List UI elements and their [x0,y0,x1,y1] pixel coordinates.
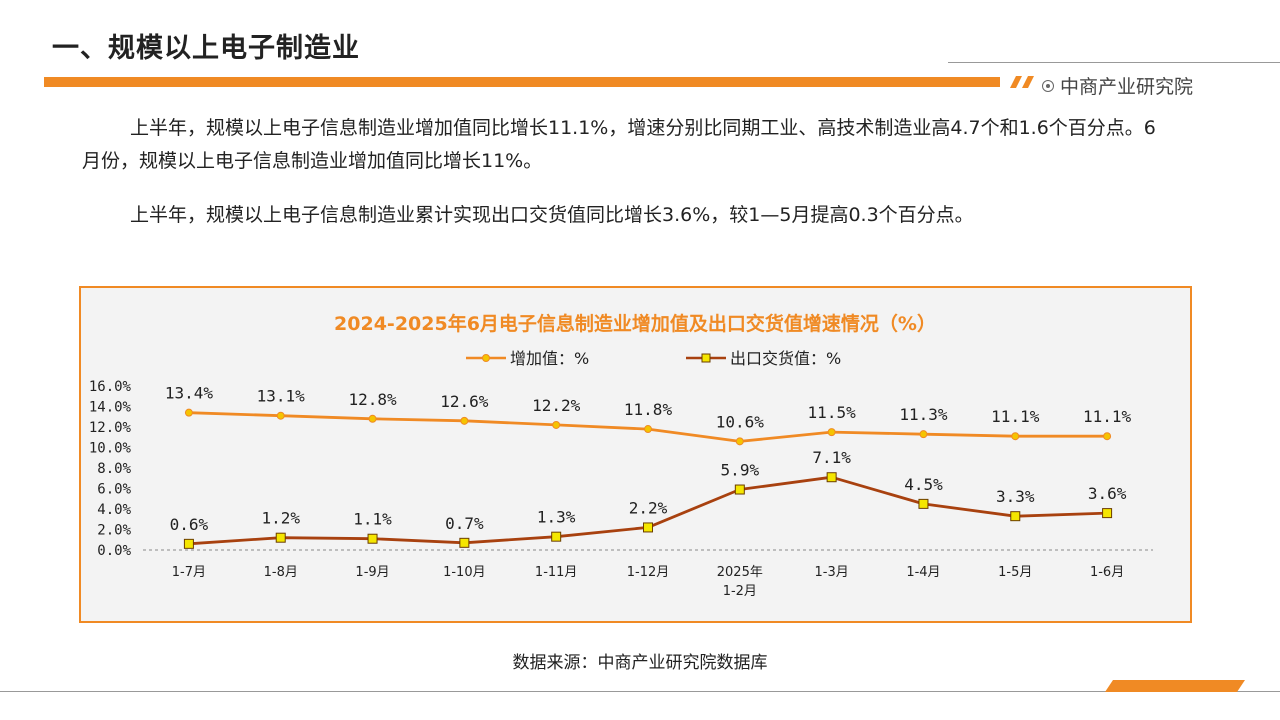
data-source: 数据来源：中商产业研究院数据库 [512,653,768,673]
target-icon [1042,80,1054,92]
data-point [826,472,837,483]
data-label: 0.6% [170,515,209,534]
data-label: 12.2% [532,396,581,415]
data-point [552,420,561,429]
footer-divider [0,691,1280,692]
footer-stripes-decoration [1105,680,1245,692]
y-tick-label: 12.0% [89,420,132,436]
data-point [919,430,928,439]
data-point [459,537,470,548]
data-label: 11.3% [899,405,948,424]
chart-container: 2024-2025年6月电子信息制造业增加值及出口交货值增速情况（%） 增加值：%… [79,286,1192,623]
x-tick-label: 2025年 [717,565,763,580]
line-chart: 2024-2025年6月电子信息制造业增加值及出口交货值增速情况（%） 增加值：%… [89,312,1153,599]
title-accent-bar [44,77,1000,87]
data-label: 12.8% [348,390,397,409]
data-point [1011,432,1020,441]
data-label: 13.4% [165,384,214,403]
stripes-decoration [1010,76,1034,88]
data-label: 11.8% [624,400,673,419]
data-label: 3.3% [996,487,1035,506]
paragraph-2: 上半年，规模以上电子信息制造业累计实现出口交货值同比增长3.6%，较1—5月提高… [130,204,974,226]
x-tick-label: 1-3月 [815,565,849,580]
x-tick-label: 1-2月 [723,584,757,599]
data-point [276,411,285,420]
data-point [275,532,286,543]
paragraph-1: 上半年，规模以上电子信息制造业增加值同比增长11.1%，增速分别比同期工业、高技… [82,117,1156,172]
data-label: 1.3% [537,508,576,527]
data-label: 3.6% [1088,484,1127,503]
data-point [827,428,836,437]
data-label: 10.6% [716,412,765,431]
page-title: 一、规模以上电子制造业 [52,33,360,64]
header-divider [948,62,1280,63]
data-point [184,408,193,417]
chart-title: 2024-2025年6月电子信息制造业增加值及出口交货值增速情况（%） [334,312,936,335]
data-label: 2.2% [629,498,668,517]
data-point [368,414,377,423]
data-point [1010,511,1021,522]
x-tick-label: 1-8月 [264,565,298,580]
data-label: 11.1% [1083,407,1132,426]
x-tick-label: 1-6月 [1090,565,1124,580]
y-tick-label: 6.0% [97,482,131,498]
data-label: 4.5% [904,475,943,494]
data-point [183,538,194,549]
data-label: 5.9% [721,461,760,480]
data-point [1102,508,1113,519]
data-point [551,531,562,542]
data-point [644,425,652,434]
data-point [1103,432,1112,441]
x-tick-label: 1-11月 [535,565,578,580]
data-label: 7.1% [812,448,851,467]
legend-label-1: 增加值：% [510,349,589,368]
x-tick-label: 1-7月 [172,565,206,580]
x-tick-label: 1-9月 [355,565,389,580]
legend-label-2: 出口交货值：% [730,349,841,368]
y-tick-label: 16.0% [89,379,132,395]
y-tick-label: 0.0% [97,543,131,559]
legend-marker-2 [701,353,711,363]
data-label: 13.1% [257,387,306,406]
data-point [918,498,929,509]
data-label: 11.5% [808,403,857,422]
data-point [460,416,469,425]
data-point [367,533,378,544]
y-tick-label: 2.0% [97,523,131,539]
data-label: 1.1% [353,510,392,529]
data-point [643,522,653,533]
y-tick-label: 8.0% [97,461,131,477]
x-tick-label: 1-4月 [906,565,940,580]
y-tick-label: 14.0% [89,400,132,416]
y-tick-label: 4.0% [97,502,131,518]
data-label: 11.1% [991,407,1040,426]
brand-label: 中商产业研究院 [1042,72,1193,99]
data-point [734,484,745,495]
x-tick-label: 1-12月 [627,565,670,580]
data-label: 0.7% [445,514,484,533]
data-label: 12.6% [440,392,489,411]
data-label: 1.2% [261,509,300,528]
x-tick-label: 1-10月 [443,565,486,580]
x-tick-label: 1-5月 [998,565,1032,580]
y-tick-label: 10.0% [89,441,132,457]
data-point [735,437,744,446]
brand-name: 中商产业研究院 [1060,76,1194,98]
legend-marker-1 [482,354,490,362]
